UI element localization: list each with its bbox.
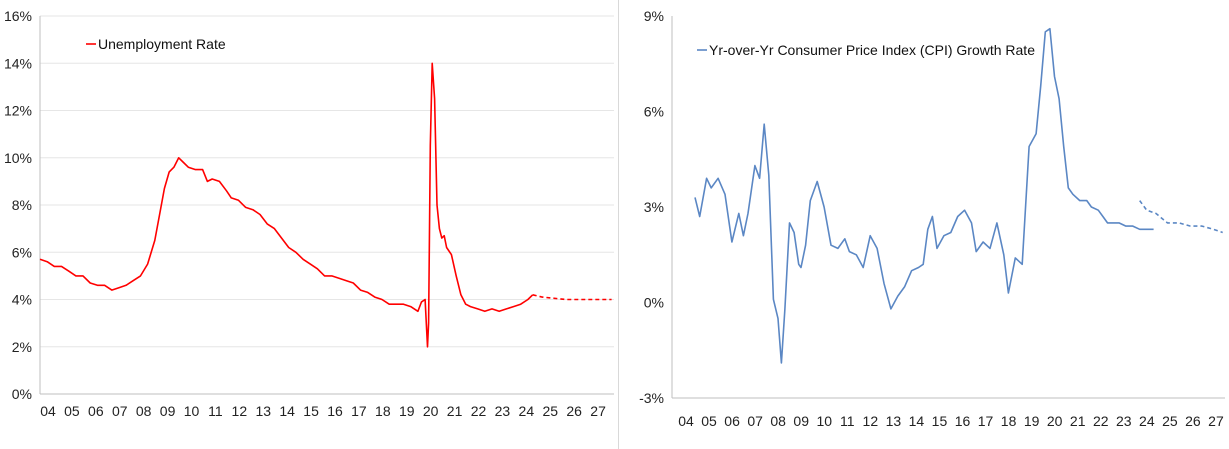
x-tick-label: 22 xyxy=(471,403,487,419)
y-tick-label: 9% xyxy=(644,8,664,24)
forecast-series-line xyxy=(1139,200,1223,234)
x-tick-label: 19 xyxy=(1024,413,1040,429)
x-tick-label: 10 xyxy=(184,403,200,419)
y-tick-label: 0% xyxy=(12,386,32,402)
y-tick-label: 6% xyxy=(12,244,32,260)
x-tick-label: 04 xyxy=(678,413,694,429)
forecast-series-line xyxy=(532,294,612,301)
x-tick-label: 23 xyxy=(495,403,511,419)
x-tick-label: 09 xyxy=(793,413,809,429)
x-tick-label: 16 xyxy=(955,413,971,429)
y-tick-label: 14% xyxy=(4,55,32,71)
x-tick-label: 04 xyxy=(40,403,56,419)
series-line xyxy=(39,62,534,348)
x-tick-label: 06 xyxy=(724,413,740,429)
x-tick-label: 12 xyxy=(232,403,248,419)
y-tick-label: 6% xyxy=(644,104,664,120)
x-tick-label: 15 xyxy=(303,403,319,419)
x-tick-label: 21 xyxy=(447,403,463,419)
x-tick-label: 27 xyxy=(1208,413,1224,429)
x-tick-label: 12 xyxy=(863,413,879,429)
x-tick-label: 26 xyxy=(566,403,582,419)
x-tick-label: 24 xyxy=(1139,413,1155,429)
series-line xyxy=(694,27,1154,364)
y-tick-label: -3% xyxy=(639,390,664,406)
x-tick-label: 17 xyxy=(978,413,994,429)
x-tick-label: 14 xyxy=(279,403,295,419)
x-tick-label: 07 xyxy=(747,413,763,429)
x-tick-label: 14 xyxy=(909,413,925,429)
x-tick-label: 08 xyxy=(136,403,152,419)
x-tick-label: 25 xyxy=(542,403,558,419)
y-tick-label: 4% xyxy=(12,292,32,308)
x-tick-label: 21 xyxy=(1070,413,1086,429)
x-tick-label: 23 xyxy=(1116,413,1132,429)
x-tick-label: 10 xyxy=(816,413,832,429)
x-tick-label: 06 xyxy=(88,403,104,419)
x-tick-label: 05 xyxy=(64,403,80,419)
y-tick-label: 10% xyxy=(4,150,32,166)
x-tick-label: 13 xyxy=(886,413,902,429)
legend-label: Unemployment Rate xyxy=(98,36,226,52)
x-tick-label: 20 xyxy=(423,403,439,419)
cpi-chart-panel: -3% 0% 3% 6% 9% 04 05 06 07 08 09 10 11 12 13 14 15 16 17 1… xyxy=(618,0,1229,449)
x-tick-label: 05 xyxy=(701,413,717,429)
x-tick-label: 19 xyxy=(399,403,415,419)
y-tick-label: 2% xyxy=(12,339,32,355)
y-tick-label: 8% xyxy=(12,197,32,213)
legend-label: Yr-over-Yr Consumer Price Index (CPI) Gr… xyxy=(709,42,1035,58)
x-tick-label: 20 xyxy=(1047,413,1063,429)
y-tick-label: 3% xyxy=(644,199,664,215)
y-tick-label: 0% xyxy=(644,295,664,311)
x-tick-label: 08 xyxy=(770,413,786,429)
unemployment-chart-panel: 0% 2% 4% 6% 8% 10% 12% 14% 16% 04 05 06 07 08 09 10 11 12… xyxy=(3,8,614,419)
y-tick-label: 12% xyxy=(4,103,32,119)
x-tick-label: 24 xyxy=(519,403,535,419)
x-tick-label: 27 xyxy=(590,403,606,419)
x-tick-label: 18 xyxy=(1001,413,1017,429)
x-tick-label: 07 xyxy=(112,403,128,419)
x-tick-label: 18 xyxy=(375,403,391,419)
x-tick-label: 13 xyxy=(255,403,271,419)
cpi-chart: -3% 0% 3% 6% 9% 04 05 06 07 08 09 10 11 12 13 14 15 16 17 1… xyxy=(639,8,1225,429)
x-tick-label: 11 xyxy=(208,403,223,419)
x-tick-label: 17 xyxy=(351,403,367,419)
unemployment-chart: 0% 2% 4% 6% 8% 10% 12% 14% 16% 04 05 06 07 08 09 10 11 12… xyxy=(4,8,614,419)
x-tick-label: 09 xyxy=(160,403,176,419)
x-tick-label: 25 xyxy=(1162,413,1178,429)
x-tick-label: 22 xyxy=(1093,413,1109,429)
x-tick-label: 11 xyxy=(840,413,855,429)
y-tick-label: 16% xyxy=(4,8,32,24)
x-tick-label: 15 xyxy=(932,413,948,429)
x-tick-label: 26 xyxy=(1185,413,1201,429)
x-tick-label: 16 xyxy=(327,403,343,419)
